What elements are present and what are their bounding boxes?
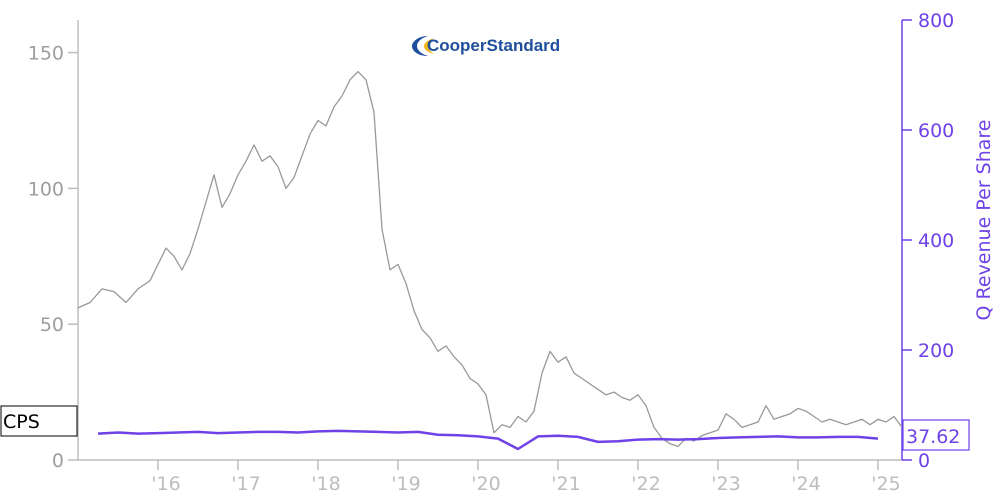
- last-value-box: [902, 419, 970, 451]
- ticker-label: CPS: [0, 405, 78, 437]
- bottom-axis-tick-label: '21: [551, 473, 580, 495]
- bottom-axis-tick-label: '24: [791, 473, 820, 495]
- series-layer: [77, 70, 903, 451]
- bottom-axis-tick-label: '23: [711, 473, 740, 495]
- bottom-axis-tick-label: '22: [631, 473, 660, 495]
- right-axis-tick-label: 400: [918, 230, 954, 252]
- right-axis-tick-label: 200: [918, 340, 954, 362]
- logo-text: CooperStandard: [427, 36, 560, 55]
- last-value-label: 37.62: [902, 419, 970, 451]
- last-value-text: 37.62: [906, 426, 960, 448]
- left-axis-tick-label: 150: [28, 43, 64, 65]
- bottom-axis-tick-label: '25: [871, 473, 900, 495]
- revenue-per-share-line: [97, 429, 879, 451]
- ticker-label-box: [0, 405, 78, 437]
- bottom-axis-tick-label: '18: [311, 473, 340, 495]
- ticker-label-text: CPS: [3, 411, 40, 433]
- right-axis-tick-label: 0: [918, 450, 930, 472]
- left-axis-tick-label: 50: [40, 314, 64, 336]
- bottom-axis-tick-label: '20: [471, 473, 500, 495]
- logo-swoosh-accent-icon: [424, 38, 434, 54]
- right-axis-title: Q Revenue Per Share: [973, 120, 995, 321]
- left-axis-tick-label: 100: [28, 178, 64, 200]
- axes: 0 50 100 150 '16 '17 '18 '19 '20 '21 '22 '23 '24 '25 0…: [28, 10, 995, 495]
- right-axis-tick-label: 600: [918, 120, 954, 142]
- logo: CooperStandard: [412, 36, 560, 56]
- left-axis-tick-label: 0: [52, 450, 64, 472]
- price-line: [77, 70, 903, 448]
- bottom-axis-tick-label: '19: [391, 473, 420, 495]
- right-axis-tick-label: 800: [918, 10, 954, 32]
- bottom-axis-tick-label: '17: [231, 473, 260, 495]
- logo-swoosh-icon: [412, 36, 428, 56]
- bottom-axis-tick-label: '16: [151, 473, 180, 495]
